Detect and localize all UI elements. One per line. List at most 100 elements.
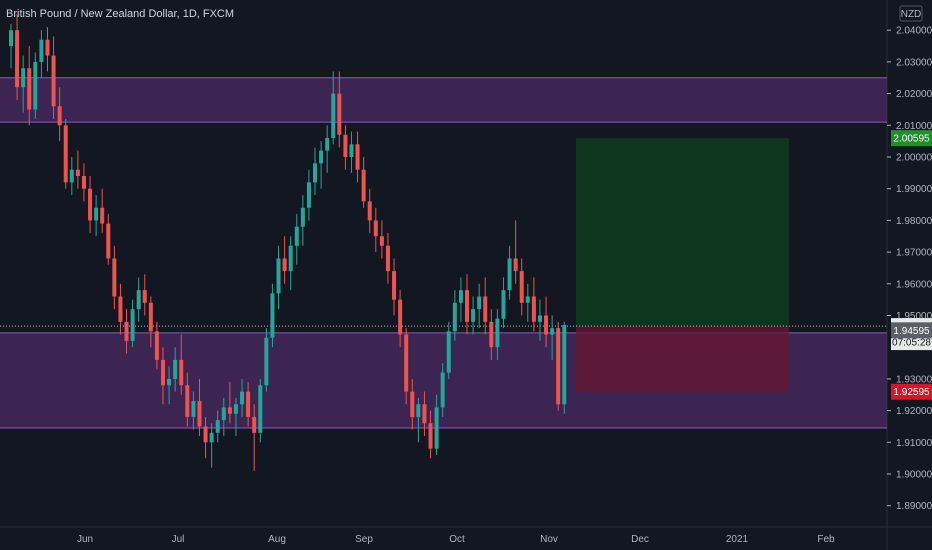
- candle-body: [477, 296, 482, 310]
- candle-body: [124, 321, 129, 341]
- candle-body: [550, 328, 555, 335]
- candle-body: [313, 163, 317, 183]
- x-tick-label: Jun: [77, 534, 93, 545]
- chart-title: British Pound / New Zealand Dollar, 1D, …: [6, 8, 235, 20]
- y-tick-label: 1.96000: [896, 279, 932, 290]
- candle-body: [246, 391, 251, 417]
- candle-body: [154, 331, 159, 360]
- candle-body: [227, 407, 232, 414]
- x-tick-label: Aug: [268, 534, 286, 545]
- price-tag-label: 1.94595: [893, 326, 930, 337]
- candle-body: [422, 404, 427, 424]
- price-tag-label: 1.92595: [893, 387, 930, 398]
- x-tick-label: Oct: [449, 534, 465, 545]
- y-tick-label: 1.93000: [896, 374, 932, 385]
- y-tick-label: 1.97000: [896, 248, 932, 259]
- candle-body: [465, 290, 469, 322]
- candle-body: [373, 220, 378, 237]
- x-tick-label: Sep: [355, 534, 373, 545]
- candle-body: [191, 401, 196, 417]
- candle-body: [33, 61, 38, 110]
- candle-body: [392, 271, 397, 300]
- y-tick-label: 1.91000: [896, 438, 932, 449]
- x-tick-label: Nov: [540, 534, 558, 545]
- candle-body: [361, 169, 366, 202]
- candle-body: [45, 39, 50, 56]
- candle-body: [556, 328, 561, 405]
- candle-body: [355, 144, 360, 170]
- price-tag-label: 07:05:28: [892, 338, 931, 349]
- candle-body: [337, 93, 342, 135]
- candle-body: [57, 106, 62, 126]
- y-tick-label: 2.04000: [896, 26, 932, 37]
- currency-box: [899, 5, 923, 22]
- candle-body: [185, 385, 190, 417]
- position-target-zone: [576, 138, 789, 327]
- candle-body: [331, 93, 336, 138]
- candle-body: [379, 236, 384, 246]
- candle-body: [88, 188, 93, 221]
- supply-demand-zone: [0, 77, 887, 123]
- candle-body: [483, 296, 488, 322]
- y-tick-label: 1.92000: [896, 406, 932, 417]
- y-tick-label: 2.02000: [896, 89, 932, 100]
- candle-body: [544, 315, 549, 335]
- candle-body: [161, 359, 165, 386]
- candle-body: [51, 55, 56, 107]
- candle-body: [94, 207, 99, 221]
- candle-body: [142, 290, 147, 303]
- candle-body: [173, 359, 178, 379]
- candle-body: [501, 290, 506, 319]
- candle-body: [81, 176, 86, 189]
- candle-body: [233, 404, 238, 414]
- candle-body: [258, 385, 263, 433]
- candle-body: [203, 426, 208, 443]
- candle-body: [294, 226, 299, 246]
- candle-body: [282, 258, 287, 272]
- candle-body: [148, 302, 153, 332]
- candle-body: [69, 169, 74, 183]
- y-tick-label: 2.01000: [896, 121, 932, 132]
- price-tag: [891, 322, 932, 339]
- candle-body: [452, 302, 457, 332]
- candle-body: [319, 150, 324, 164]
- candle-body: [221, 407, 226, 421]
- candle-body: [15, 30, 20, 88]
- candle-body: [458, 290, 463, 303]
- x-tick-label: Jul: [172, 534, 185, 545]
- candle-body: [300, 207, 305, 227]
- candle-body: [306, 182, 311, 208]
- candle-body: [537, 315, 542, 322]
- y-tick-label: 2.00000: [896, 153, 932, 164]
- x-tick-label: Dec: [631, 534, 649, 545]
- candle-body: [167, 378, 172, 386]
- candle-body: [9, 30, 13, 47]
- position-stop-zone: [576, 326, 789, 392]
- candle-body: [197, 401, 202, 427]
- candle-body: [264, 337, 269, 386]
- y-tick-label: 1.90000: [896, 470, 932, 481]
- candle-body: [100, 207, 105, 224]
- candle-body: [21, 68, 26, 88]
- candle-body: [276, 258, 281, 294]
- candle-body: [410, 391, 415, 417]
- candle-body: [252, 416, 257, 433]
- candle-body: [385, 245, 390, 272]
- candle-body: [446, 331, 451, 373]
- candle-body: [416, 404, 421, 417]
- candle-body: [39, 39, 44, 62]
- candle-body: [495, 318, 500, 348]
- candle-body: [130, 309, 135, 341]
- candle-body: [240, 391, 245, 405]
- candle-body: [434, 407, 439, 449]
- candle-body: [428, 423, 433, 449]
- candle-body: [288, 245, 293, 272]
- candle-body: [440, 372, 445, 408]
- candle-body: [507, 258, 512, 291]
- candle-body: [404, 334, 409, 392]
- candle-body: [562, 325, 567, 405]
- candle-body: [349, 144, 354, 157]
- candle-body: [531, 296, 536, 322]
